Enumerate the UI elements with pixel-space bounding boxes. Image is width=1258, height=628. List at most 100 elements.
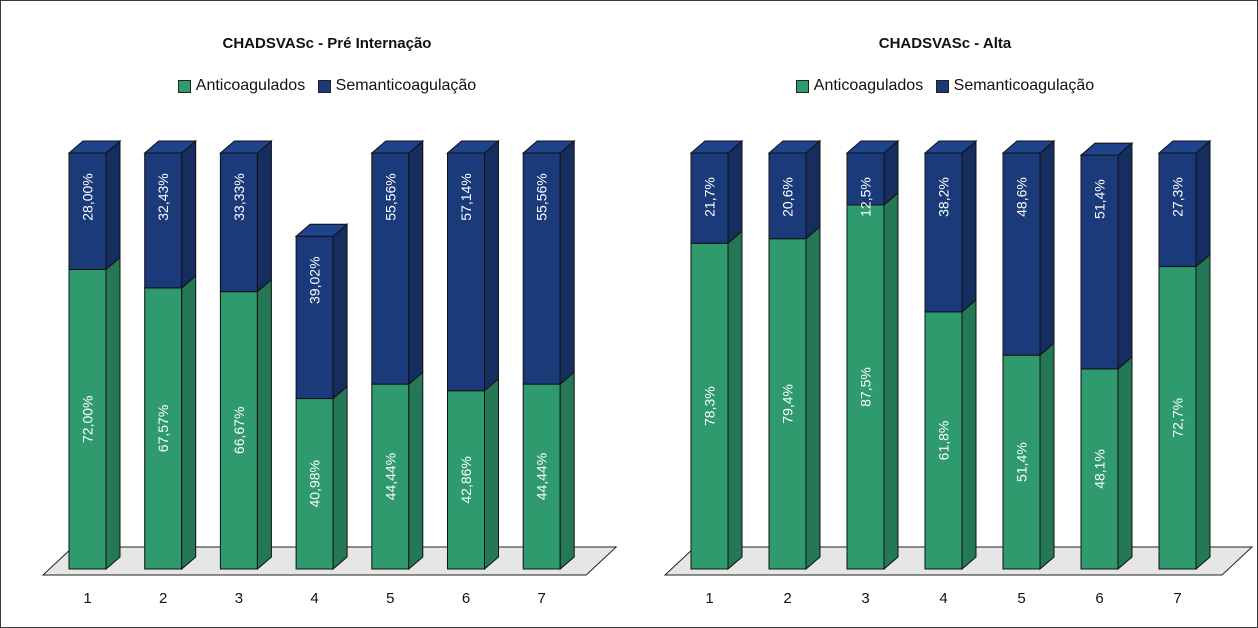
bar-anticoagulados (1080, 368, 1119, 570)
x-tick-label: 2 (159, 590, 167, 607)
legend-item-semanticoagulacao: Semanticoagulação (935, 77, 1095, 95)
data-label: 55,56% (534, 173, 550, 220)
bar-anticoagulados-side (181, 274, 197, 571)
x-tick-label: 7 (538, 590, 546, 607)
bar-semanticoagulacao (447, 152, 485, 392)
bar-stack: 40,98% 39,02% (294, 223, 349, 571)
bar-semanticoagulacao (924, 152, 963, 313)
data-label: 40,98% (307, 460, 323, 507)
bar-stack: 66,67% 33,33% (219, 139, 273, 571)
bar-stack: 72,7% 27,3% (1157, 139, 1212, 571)
legend-label: Semanticoagulação (953, 77, 1095, 94)
bar-top-face (294, 223, 349, 237)
bar-semanticoagulacao (219, 152, 258, 293)
x-tick-label: 6 (1095, 590, 1103, 607)
bar-anticoagulados (219, 291, 258, 570)
bar-stack: 79,4% 20,6% (767, 139, 822, 571)
x-tick-label: 6 (462, 590, 470, 607)
data-label: 42,86% (458, 456, 474, 503)
data-label: 48,6% (1014, 177, 1030, 217)
bar-semanticoagulacao (371, 152, 410, 385)
bar-anticoagulados (768, 238, 807, 570)
bar-semanticoagulacao-side (256, 139, 272, 293)
legend-label: Anticoagulados (195, 77, 306, 94)
bar-semanticoagulacao-side (408, 139, 424, 386)
data-label: 44,44% (382, 453, 398, 500)
bar-top-face (370, 140, 425, 154)
bar-semanticoagulacao (846, 152, 885, 206)
bar-anticoagulados-side (332, 385, 348, 571)
data-label: 51,4% (1014, 442, 1030, 482)
bar-stack: 48,1% 51,4% (1079, 141, 1134, 571)
x-tick-label: 3 (861, 590, 869, 607)
bar-anticoagulados-side (961, 298, 977, 571)
bar-stack: 44,44% 55,56% (370, 139, 425, 571)
legend-swatch-semanticoagulacao (317, 79, 331, 93)
data-label: 87,5% (858, 367, 874, 407)
bar-stack: 72,00% 28,00% (67, 139, 122, 571)
bar-top-face (767, 140, 822, 154)
bar-stack: 87,5% 12,5% (845, 139, 900, 571)
legend-swatch-anticoagulados (795, 79, 809, 93)
bar-anticoagulados-side (559, 371, 575, 571)
bar-top-face (845, 140, 900, 154)
x-tick-label: 4 (310, 590, 318, 607)
bar-semanticoagulacao (1002, 152, 1041, 356)
chart-legend: Anticoagulados Semanticoagulação (47, 77, 607, 98)
data-label: 72,7% (1170, 398, 1186, 438)
bar-stack: 51,4% 48,6% (1001, 139, 1056, 571)
chart-title: CHADSVASc - Pré Internação (222, 35, 432, 52)
chart-legend: Anticoagulados Semanticoagulação (665, 77, 1225, 98)
data-label: 20,6% (780, 177, 796, 217)
bar-stack: 44,44% 55,56% (521, 139, 576, 571)
bar-stack: 78,3% 21,7% (689, 139, 744, 571)
bar-stack: 61,8% 38,2% (923, 139, 978, 571)
data-label: 48,1% (1092, 449, 1108, 489)
bar-top-face (689, 140, 744, 154)
bar-top-face (1001, 140, 1056, 154)
bar-anticoagulados-side (883, 191, 899, 571)
bar-semanticoagulacao-side (105, 139, 121, 271)
bar-anticoagulados-side (1039, 342, 1055, 571)
data-label: 72,00% (80, 395, 96, 442)
x-tick-label: 1 (83, 590, 91, 607)
bar-anticoagulados-side (1117, 355, 1133, 571)
data-label: 61,8% (936, 421, 952, 461)
bar-semanticoagulacao-side (559, 139, 575, 386)
bar-anticoagulados-side (256, 278, 272, 571)
bar-top-face (1079, 142, 1134, 156)
bar-anticoagulados-side (1195, 253, 1211, 571)
legend-label: Anticoagulados (813, 77, 924, 94)
data-label: 12,5% (858, 177, 874, 217)
bar-anticoagulados-side (408, 371, 424, 571)
bar-stack: 67,57% 32,43% (143, 139, 198, 571)
bar-semanticoagulacao (1080, 154, 1119, 370)
legend-item-anticoagulados: Anticoagulados (795, 77, 924, 95)
legend-swatch-semanticoagulacao (935, 79, 949, 93)
data-label: 33,33% (231, 173, 247, 220)
data-label: 44,44% (534, 453, 550, 500)
bar-semanticoagulacao-side (961, 139, 977, 313)
bar-anticoagulados-side (105, 256, 121, 571)
x-tick-label: 7 (1173, 590, 1181, 607)
data-label: 28,00% (80, 173, 96, 220)
bar-anticoagulados (1158, 266, 1197, 570)
bar-semanticoagulacao-side (181, 139, 197, 289)
data-label: 79,4% (780, 384, 796, 424)
bar-top-face (67, 140, 122, 154)
data-label: 57,14% (458, 173, 474, 220)
bar-anticoagulados (690, 242, 729, 570)
x-tick-label: 3 (235, 590, 243, 607)
bar-semanticoagulacao-side (484, 139, 499, 392)
bar-top-face (521, 140, 576, 154)
bar-top-face (143, 140, 198, 154)
bar-anticoagulados (295, 398, 334, 570)
bar-semanticoagulacao (144, 152, 183, 289)
x-tick-label: 5 (386, 590, 394, 607)
bar-semanticoagulacao-side (727, 139, 743, 245)
plot-area: 78,3% 21,7% 1 79,4% 20,6% 2 87,5% 12,5% 3 61,8% 38… (663, 139, 1254, 607)
legend-swatch-anticoagulados (177, 79, 191, 93)
plot-area: 72,00% 28,00% 1 67,57% 32,43% 2 66,67% 33,33% 3 4… (41, 139, 618, 607)
data-label: 66,67% (231, 407, 247, 454)
